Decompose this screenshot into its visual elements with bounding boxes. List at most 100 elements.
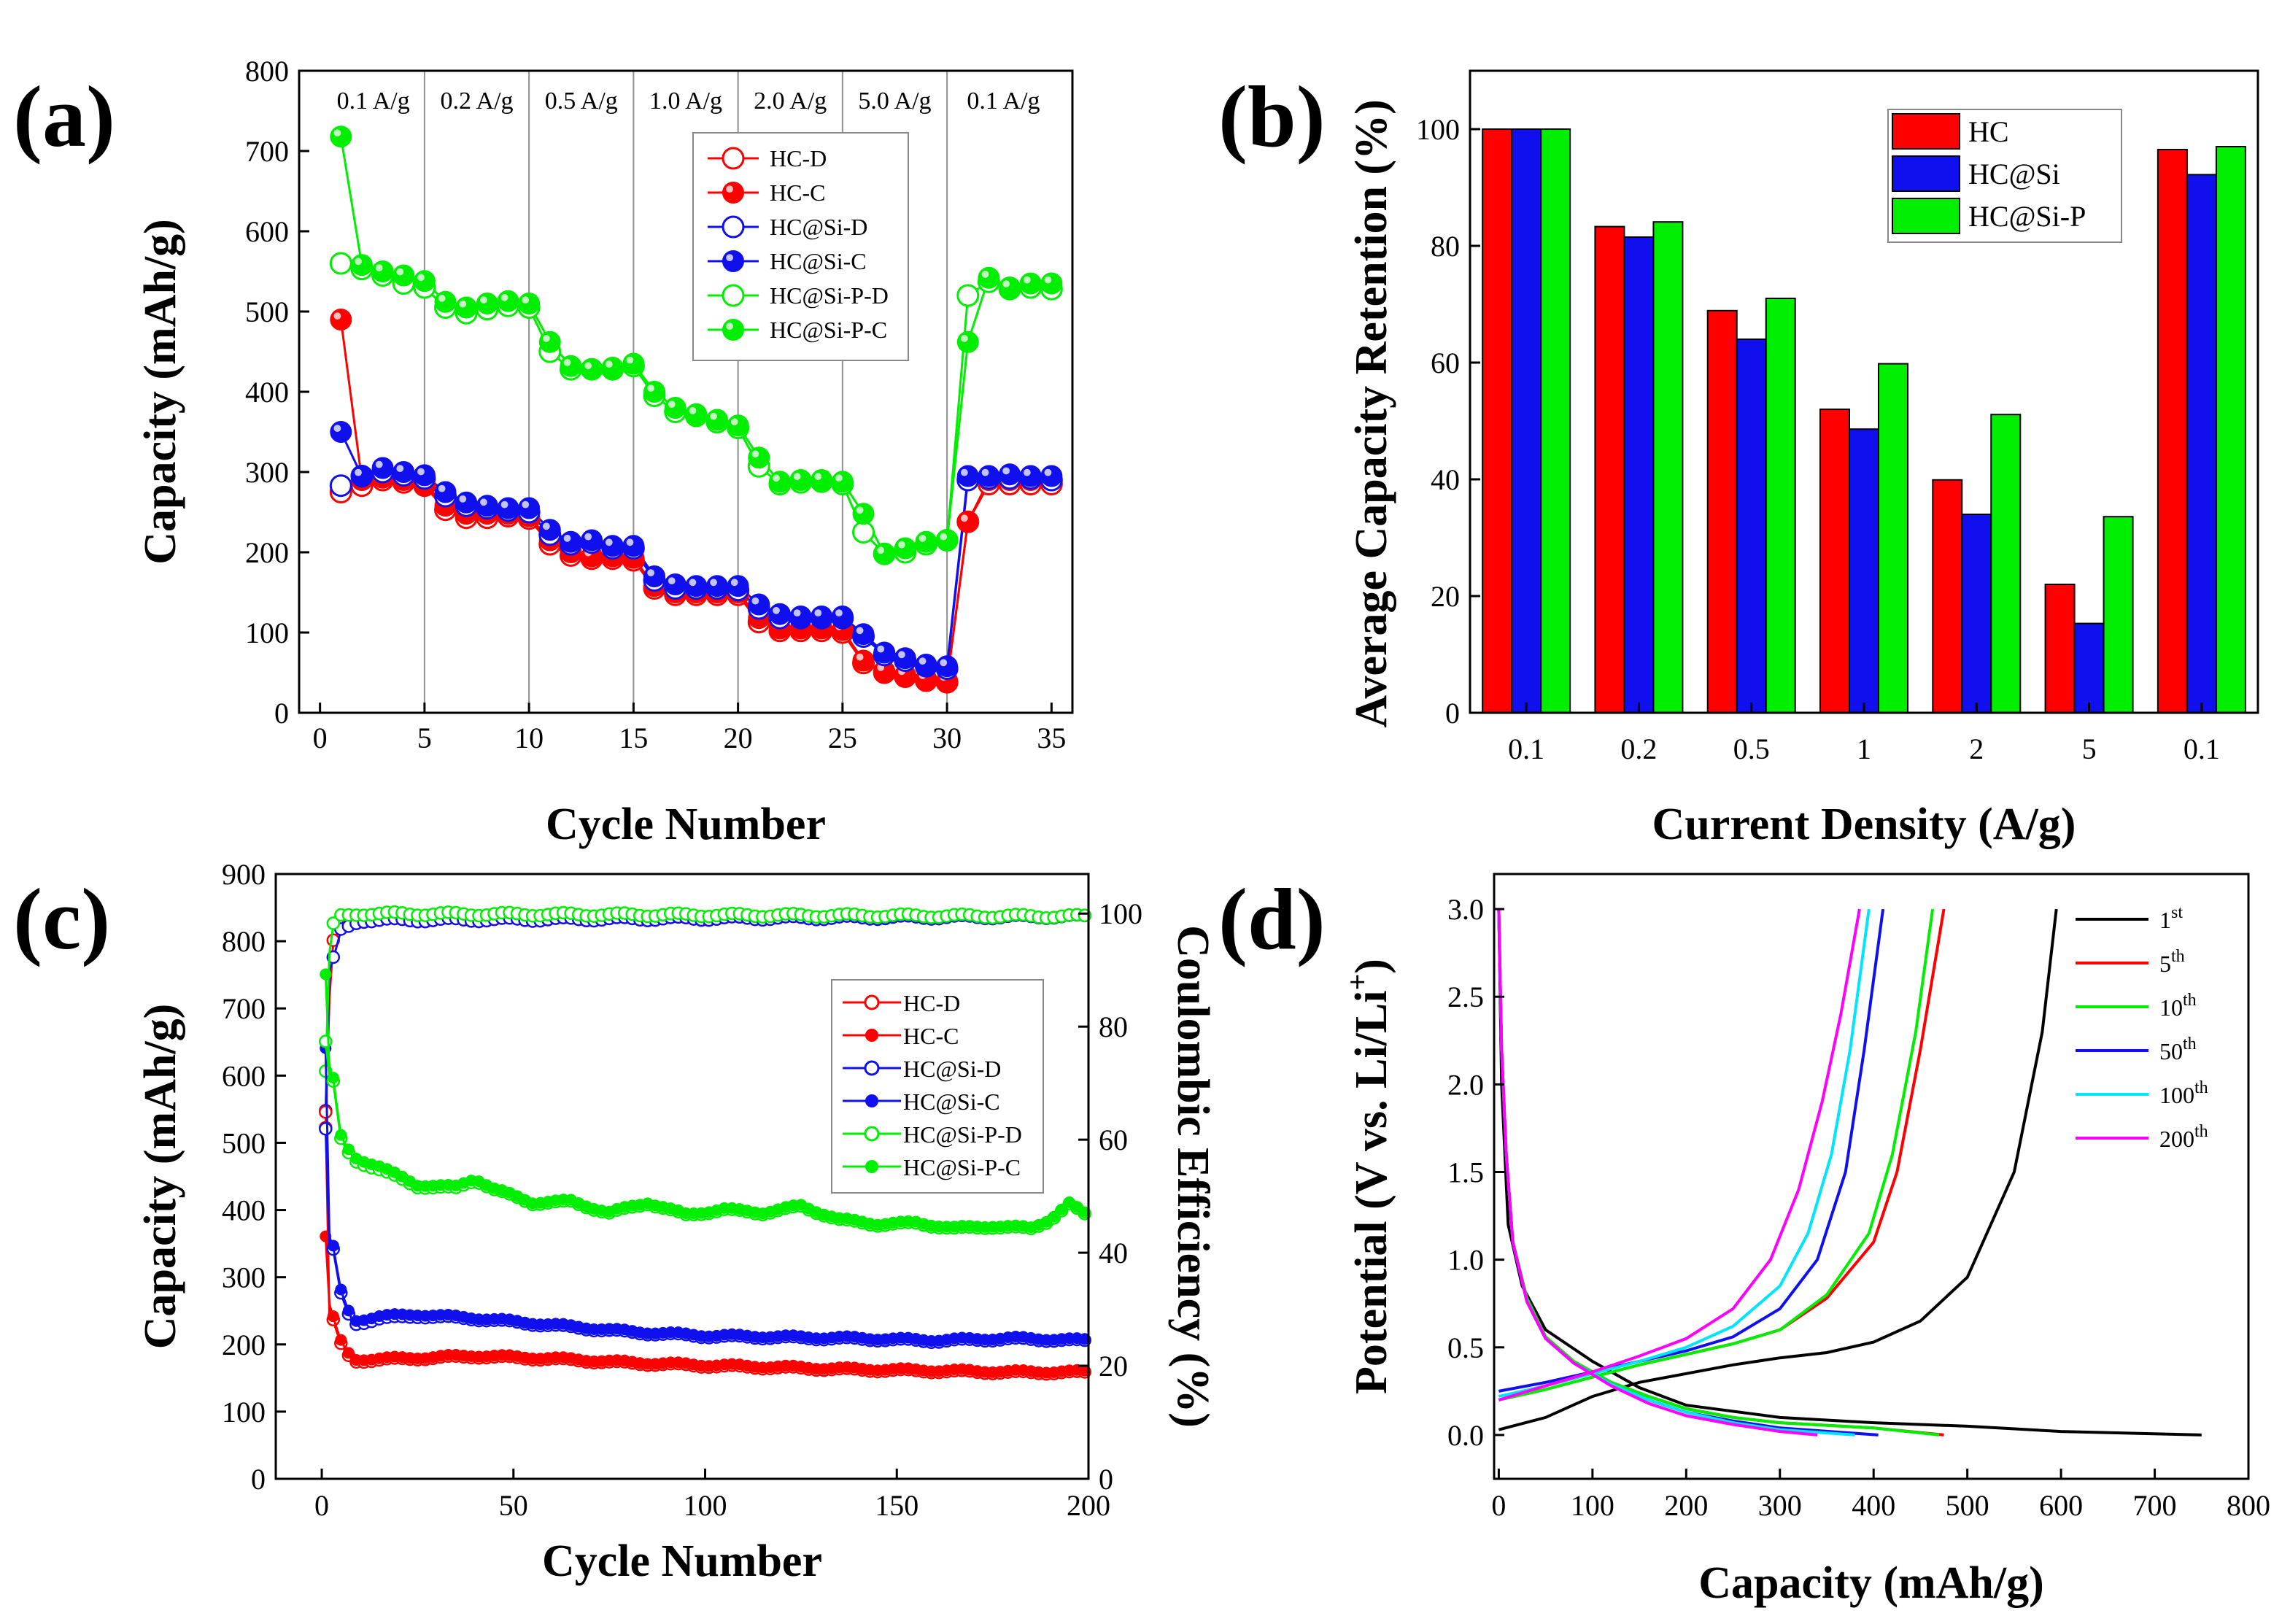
panel-label-a: (a) [13,68,115,165]
y-tick-label: 100 [222,1396,266,1428]
data-point-HC@Si-P-C-highlight [773,474,780,482]
data-point-HC@Si-C-highlight [940,659,948,667]
legend-label: 5th [2159,947,2185,977]
y-tick-label: 2.0 [1447,1068,1484,1101]
x-tick-label: 100 [684,1489,727,1522]
data-point-HC@Si-P-C [455,296,478,319]
y-axis-title: Average Capacity Retention (%) [1347,99,1396,727]
y-tick-label: 800 [245,55,289,88]
data-point-HC@Si-C [852,623,875,646]
legend-label-suffix: th [2183,1035,2197,1053]
bar-HC@Si [1623,236,1655,714]
y-tick-label: 400 [222,1194,266,1227]
data-point-HC@Si-P-C [768,471,791,493]
y2-tick-label: 40 [1099,1237,1128,1269]
legend-marker [865,1160,878,1173]
legend-label-number: 1 [2159,907,2171,933]
data-point-HC@Si-C [601,535,624,557]
data-point-HC@Si-C [999,463,1021,486]
y2-tick-label: 100 [1099,897,1142,930]
legend-label: 1st [2159,903,2183,933]
y-tick-label: 1.5 [1447,1156,1484,1188]
data-point-HC@Si-P-C-highlight [355,258,362,266]
data-point-HC@Si-P-C-highlight [563,359,571,366]
data-point-HC@Si-C-highlight [1044,468,1052,476]
data-point-HC@Si-P-C [664,397,686,419]
data-point-HC@Si-P-C [413,270,436,293]
x-tick-label: 200 [1067,1489,1110,1522]
bar-HC@Si [1736,339,1767,714]
data-point-HC@Si-C-highlight [814,609,822,616]
data-point-HC@Si-P-C-highlight [898,541,905,549]
data-point-HC@Si-C [455,491,478,514]
x-tick-label: 50 [499,1489,528,1522]
data-point-HC@Si-C [811,606,833,627]
capacity-point-HC@Si-C [335,1283,347,1296]
y-axis-title-end: ) [1347,959,1396,974]
x-tick-label: 0.5 [1733,732,1770,765]
data-point-HC@Si-P-D [329,252,352,275]
data-point-HC@Si-C [413,464,436,487]
data-point-HC@Si-P-C-highlight [333,129,341,137]
y-tick-label: 100 [245,616,289,649]
data-point-HC@Si-P-C [538,330,561,353]
capacity-point-HC@Si-P-C [1048,1210,1060,1223]
legend-label-number: 100 [2159,1082,2194,1108]
legend-marker-highlight [726,254,733,261]
data-point-HC@Si-C-highlight [751,597,759,605]
bar-HC@Si [1961,514,1992,714]
data-point-HC@Si-C [643,565,666,587]
data-point-HC@Si-P-C [727,414,749,437]
data-point-HC@Si-P-C [330,125,352,148]
data-point-HC@Si-P-C-highlight [877,546,885,554]
data-point-HC@Si-C-highlight [960,468,968,476]
panel-d-voltage-profile-chart: 0 100 200 300 400 500 600 700 800 0.0 0.5 1.0 1.5 2.0… [1218,870,2270,1608]
y-tick-label: 60 [1431,347,1460,379]
data-point-HC@Si-P-C [581,358,603,381]
data-point-HC-C-highlight [856,653,864,661]
data-point-HC@Si-P-C [915,530,937,553]
rate-label: 5.0 A/g [858,88,931,115]
legend-marker [864,1126,880,1142]
data-point-HC@Si-P-C-highlight [814,473,822,480]
x-tick-label: 500 [1946,1489,1989,1522]
data-point-HC@Si-C [727,575,749,598]
x-axis-title: Capacity (mAh/g) [1698,1558,2044,1608]
x-tick-label: 0 [314,1489,329,1522]
capacity-point-HC-C [342,1347,355,1359]
legend-label: 100th [2159,1078,2208,1108]
data-point-HC@Si-P-D [852,521,875,544]
data-point-HC@Si-P-C [601,357,624,379]
x-tick-label: 0.1 [1508,732,1544,765]
legend-label: 200th [2159,1122,2208,1152]
legend-label-number: 50 [2159,1038,2183,1064]
data-point-HC-C-highlight [960,514,968,522]
legend-label: HC@Si-D [903,1056,1001,1082]
bar-HC@Si-P [1652,221,1684,714]
data-point-HC@Si-P-C-highlight [856,506,864,514]
y-tick-label: 300 [222,1261,266,1294]
x-tick-label: 2 [1969,732,1984,765]
data-point-HC@Si-P-C-highlight [1002,280,1010,287]
charge-curve-1 [1498,908,2058,1431]
legend-marker [722,215,745,239]
data-point-HC@Si-P-C-highlight [584,362,592,370]
data-point-HC@Si-C-highlight [605,538,613,546]
data-point-HC@Si-C-highlight [500,500,508,509]
legend-label-number: 10 [2159,994,2183,1021]
data-point-HC@Si-C [1040,465,1063,487]
data-point-HC@Si-P-C-highlight [480,296,487,303]
bar-HC [1932,479,1963,714]
x-tick-label: 20 [724,722,753,754]
data-point-HC@Si-C-highlight [877,645,885,653]
data-point-HC@Si-C [538,519,561,541]
capacity-point-HC@Si-C [342,1304,355,1317]
data-point-HC@Si-P-C [1040,272,1063,295]
data-point-HC@Si-P-C-highlight [500,293,508,301]
data-point-HC@Si-C-highlight [689,579,697,587]
bar-HC [1594,225,1625,714]
data-point-HC@Si-C [476,495,498,517]
data-point-HC@Si-P-C-highlight [1023,276,1031,284]
legend-label: 10th [2159,991,2197,1021]
